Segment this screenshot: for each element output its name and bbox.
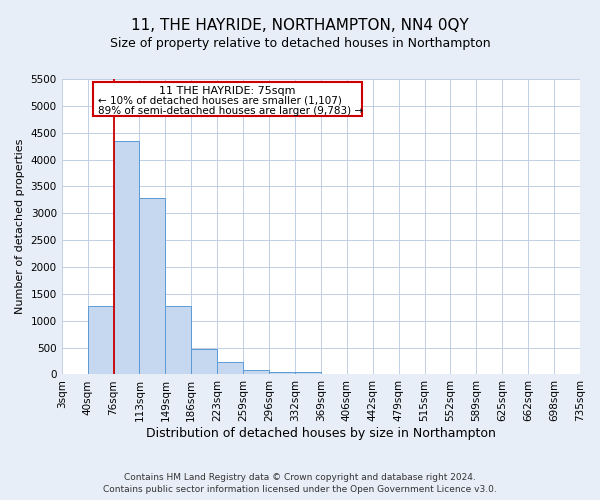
Text: ← 10% of detached houses are smaller (1,107): ← 10% of detached houses are smaller (1,…	[98, 96, 342, 106]
Bar	[88, 306, 113, 374]
Text: 11 THE HAYRIDE: 75sqm: 11 THE HAYRIDE: 75sqm	[159, 86, 296, 96]
Text: 11, THE HAYRIDE, NORTHAMPTON, NN4 0QY: 11, THE HAYRIDE, NORTHAMPTON, NN4 0QY	[131, 18, 469, 32]
Text: Contains HM Land Registry data © Crown copyright and database right 2024.
Contai: Contains HM Land Registry data © Crown c…	[103, 472, 497, 494]
Bar	[166, 306, 191, 374]
FancyBboxPatch shape	[93, 82, 362, 116]
Bar	[191, 348, 217, 374]
Bar	[295, 372, 321, 374]
Bar	[139, 198, 166, 374]
X-axis label: Distribution of detached houses by size in Northampton: Distribution of detached houses by size …	[146, 427, 496, 440]
Bar	[269, 372, 295, 374]
Y-axis label: Number of detached properties: Number of detached properties	[15, 139, 25, 314]
Text: Size of property relative to detached houses in Northampton: Size of property relative to detached ho…	[110, 38, 490, 51]
Text: 89% of semi-detached houses are larger (9,783) →: 89% of semi-detached houses are larger (…	[98, 106, 363, 116]
Bar	[243, 370, 269, 374]
Bar	[217, 362, 243, 374]
Bar	[113, 141, 139, 374]
